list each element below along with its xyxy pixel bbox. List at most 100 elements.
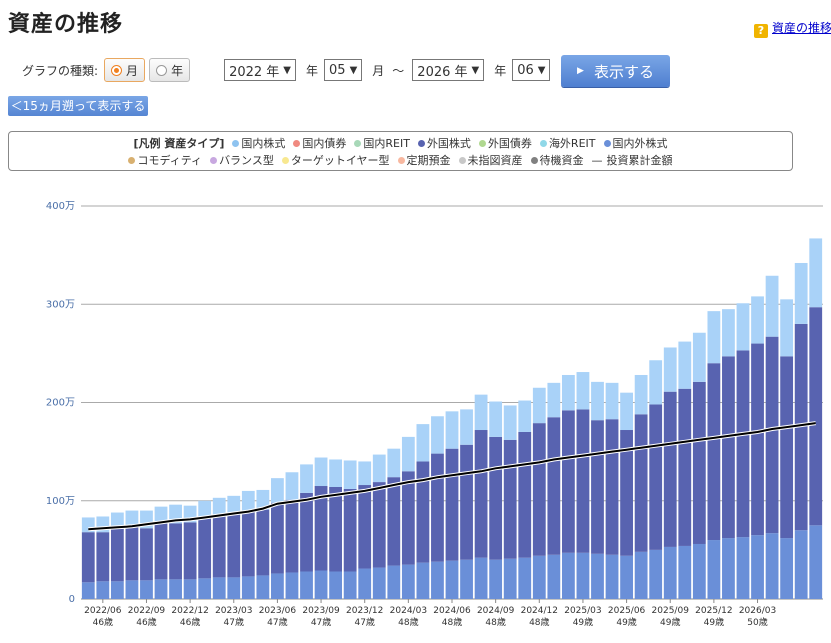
bar-segment: [474, 557, 488, 599]
radio-year[interactable]: 年: [149, 58, 191, 82]
x-tick-age: 48歳: [529, 616, 549, 628]
legend-item: 定期預金: [397, 152, 451, 168]
bar-segment: [154, 506, 168, 523]
bar-segment: [663, 546, 677, 599]
bar-segment: [372, 482, 386, 568]
bar-segment: [634, 414, 648, 552]
bar-segment: [503, 558, 517, 599]
legend-item: 外国債券: [478, 135, 532, 151]
radio-dot-icon: [156, 64, 168, 76]
legend-label: 未指図資産: [467, 153, 523, 167]
bar-segment: [169, 523, 182, 580]
help-link-wrap[interactable]: ? 資産の推移: [754, 19, 831, 38]
start-year-value: 2022 年: [229, 64, 280, 80]
bar-segment: [809, 525, 823, 599]
bar-segment: [154, 522, 168, 580]
radio-month[interactable]: 月: [104, 58, 146, 82]
bar-segment: [183, 579, 197, 599]
back-15-months-button[interactable]: ＜15ヵ月遡って表示する: [8, 96, 148, 116]
x-tick-date: 2023/06: [259, 606, 297, 616]
bar-segment: [605, 382, 619, 420]
y-tick-label: 0: [69, 594, 75, 605]
bar-segment: [198, 578, 212, 599]
bar-segment: [460, 409, 473, 445]
bar-segment: [125, 510, 139, 527]
bar-segment: [271, 502, 284, 574]
legend-dot-icon: [354, 139, 362, 147]
bar-segment: [198, 516, 212, 579]
radio-dot-icon: [111, 64, 123, 76]
bar-segment: [736, 350, 750, 538]
bar-segment: [227, 495, 241, 515]
legend-label: 投資累計金額: [606, 153, 673, 167]
bar-segment: [780, 299, 794, 357]
x-tick-date: 2025/09: [652, 606, 690, 616]
bar-segment: [300, 464, 313, 493]
bar-segment: [140, 580, 153, 599]
legend-dot-icon: [281, 156, 289, 164]
legend-label: ターゲットイヤー型: [290, 153, 390, 167]
bar-segment: [576, 372, 590, 410]
legend-label: 外国債券: [487, 136, 532, 150]
show-button[interactable]: ▶ 表示する: [561, 55, 670, 87]
month-suffix: 月: [372, 63, 385, 78]
legend-item: 国内外株式: [603, 135, 668, 151]
bar-segment: [649, 549, 663, 599]
start-month-select[interactable]: 05 ▼: [324, 59, 363, 81]
bar-segment: [736, 537, 750, 599]
bar-segment: [620, 392, 633, 431]
legend-dot-icon: [417, 139, 425, 147]
x-tick-date: 2024/09: [477, 606, 515, 616]
bar-segment: [445, 560, 459, 599]
bar-segment: [591, 381, 604, 421]
start-month-value: 05: [329, 62, 346, 78]
bar-segment: [518, 431, 532, 558]
x-tick-age: 46歳: [136, 616, 156, 628]
x-tick-date: 2025/06: [608, 606, 646, 616]
legend-label: 海外REIT: [548, 136, 596, 150]
bar-segment: [154, 579, 168, 599]
chevron-down-icon: ▼: [283, 64, 291, 76]
bar-segment: [401, 564, 415, 599]
legend-header: [凡例 資産タイプ]: [133, 136, 225, 150]
bar-segment: [489, 559, 503, 599]
legend-item: 国内債券: [293, 135, 346, 151]
bar-segment: [809, 238, 823, 308]
y-tick-label: 300万: [46, 299, 75, 310]
x-tick-date: 2023/03: [215, 606, 252, 616]
end-year-value: 2026 年: [417, 64, 468, 80]
x-tick-date: 2023/12: [346, 606, 383, 616]
bar-segment: [707, 540, 721, 599]
bar-segment: [431, 416, 444, 454]
chevron-down-icon: ▼: [537, 64, 546, 76]
bar-segment: [183, 522, 197, 580]
bar-segment: [678, 545, 692, 599]
bar-segment: [110, 512, 124, 528]
bar-segment: [329, 486, 343, 572]
legend-dot-icon: [458, 156, 466, 164]
x-tick-age: 48歳: [485, 616, 505, 628]
help-icon: ?: [754, 24, 768, 38]
x-tick-age: 47歳: [267, 616, 287, 628]
bar-segment: [751, 535, 764, 599]
start-year-select[interactable]: 2022 年 ▼: [224, 59, 296, 81]
bar-segment: [372, 567, 386, 599]
end-month-select[interactable]: 06 ▼: [512, 59, 551, 81]
radio-month-label: 月: [126, 63, 139, 78]
end-month-value: 06: [517, 62, 534, 78]
bar-segment: [300, 492, 313, 572]
year-suffix: 年: [306, 63, 319, 78]
bar-segment: [329, 459, 343, 487]
bar-segment: [169, 579, 182, 599]
bar-segment: [692, 332, 706, 382]
bar-segment: [227, 577, 241, 599]
cumulative-line: [88, 422, 816, 531]
bar-segment: [445, 448, 459, 561]
end-year-select[interactable]: 2026 年 ▼: [412, 59, 485, 81]
legend-item: 未指図資産: [458, 152, 523, 168]
legend-item: バランス型: [210, 152, 274, 168]
legend-item: 国内REIT: [354, 135, 410, 151]
legend-label: 国内外株式: [612, 136, 668, 150]
help-link[interactable]: 資産の推移: [772, 21, 831, 35]
bar-segment: [663, 391, 677, 547]
